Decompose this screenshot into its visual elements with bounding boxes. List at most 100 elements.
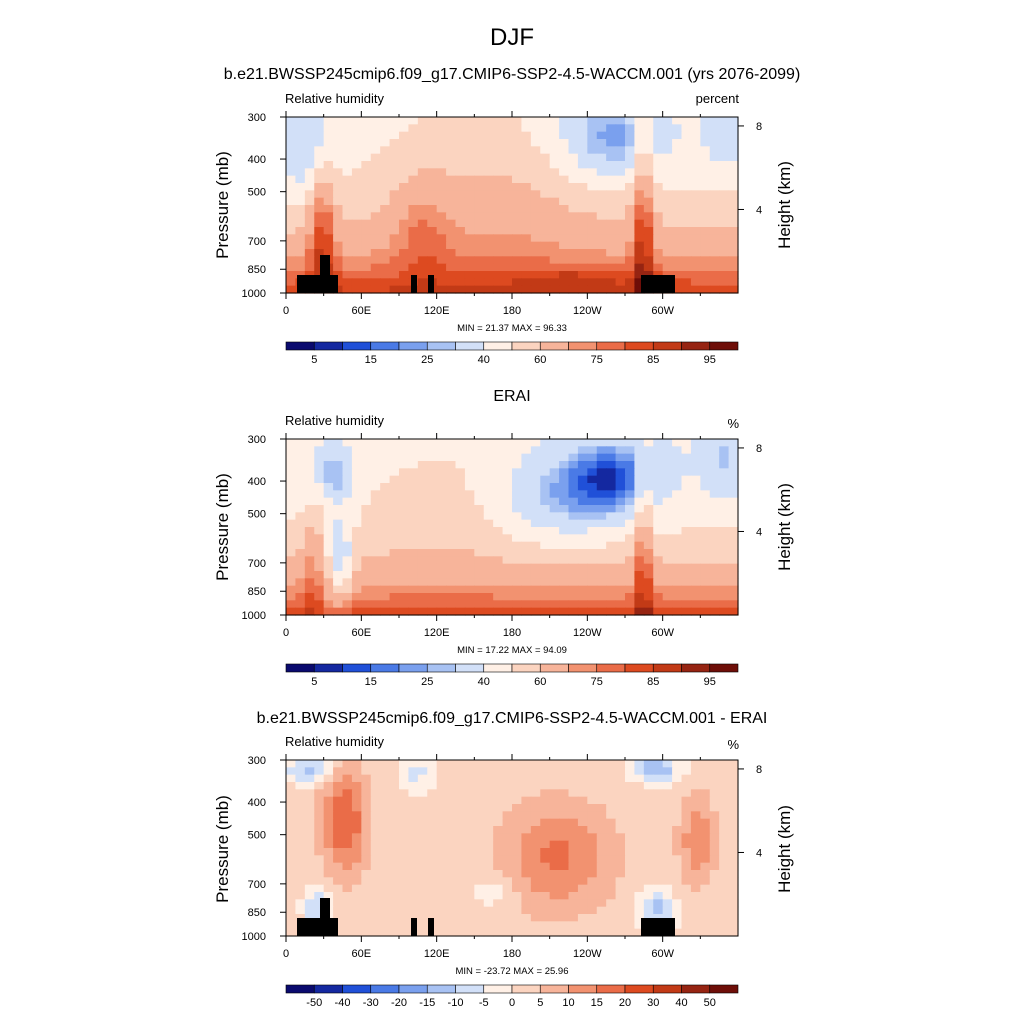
heat-cell [474,505,485,513]
heat-cell [559,600,570,609]
heat-cell [493,600,504,609]
heat-cell [615,183,626,191]
heat-cell [380,183,391,191]
heat-cell [286,914,297,922]
heat-cell [606,811,617,820]
heat-cell [568,271,579,279]
colorbar-swatch [398,341,428,351]
heat-cell [483,175,494,184]
heat-cell [399,161,410,169]
heat-cell [304,197,315,206]
heat-cell [502,884,513,893]
heat-cell [286,760,297,768]
topography-mask [297,918,338,936]
heat-cell [719,205,730,213]
heat-cell [389,541,400,550]
heat-cell [417,446,428,455]
heat-cell [643,892,654,900]
heat-cell [389,161,400,169]
heat-cell [408,870,419,878]
heat-cell [417,117,428,125]
heat-cell [615,914,626,922]
heat-cell [568,892,579,900]
heat-cell [728,774,739,783]
heat-cell [427,892,438,900]
heat-cell [587,811,598,820]
heat-cell [549,862,560,871]
heat-cell [295,840,306,849]
heat-cell [464,811,475,820]
heat-cell [587,767,598,776]
heat-cell [314,563,325,572]
heat-cell [286,782,297,790]
heat-cell [323,241,334,250]
heat-cell [333,263,344,272]
heat-cell [351,760,362,768]
heat-cell [728,767,739,776]
heat-cell [643,541,654,550]
heat-cell [512,263,523,272]
heat-cell [493,534,504,543]
heat-cell [540,534,551,543]
heat-cell [380,249,391,257]
heat-cell [370,826,381,834]
heat-cell [709,439,720,447]
heat-cell [728,789,739,798]
heat-cell [342,563,353,572]
heat-cell [286,219,297,228]
heat-cell [530,146,541,155]
heat-cell [389,899,400,908]
heat-cell [559,205,570,213]
heat-cell [351,928,362,937]
topography-mask [411,918,417,936]
heat-cell [351,234,362,243]
x-tick-label: 0 [283,627,289,639]
heat-cell [493,870,504,878]
colorbar-swatch [313,663,343,673]
heat-cell [333,285,344,294]
heat-cell [399,285,410,294]
colorbar-swatch [398,984,428,994]
heat-cell [681,146,692,155]
heat-cell [690,278,701,287]
heat-cell [634,475,645,484]
heat-cell [559,556,570,565]
heat-cell [474,556,485,565]
heat-cell [474,285,485,294]
heat-cell [502,556,513,565]
heat-cell [417,585,428,594]
heat-cell [304,468,315,477]
heat-cell [286,131,297,140]
heat-cell [389,497,400,506]
heat-cell [700,519,711,528]
heat-cell [333,219,344,228]
heat-cell [380,490,391,499]
heat-cell [351,862,362,871]
heat-cell [577,205,588,213]
heat-cell [333,549,344,557]
heat-cell [521,153,532,162]
heat-cell [625,571,636,579]
heat-cell [464,278,475,287]
heat-cell [568,131,579,140]
heat-cell [568,527,579,535]
heat-cell [370,490,381,499]
heat-cell [634,534,645,543]
heat-cell [342,139,353,147]
heat-cell [436,161,447,169]
heat-cell [530,205,541,213]
heat-cell [333,563,344,572]
heat-cell [700,600,711,609]
heat-cell [427,205,438,213]
heat-cell [370,541,381,550]
heat-cell [295,593,306,601]
heat-cell [427,175,438,184]
heat-cell [361,219,372,228]
heat-cell [483,811,494,820]
colorbar-label: -15 [419,997,435,1009]
heat-cell [681,928,692,937]
y-right-tick-label: 4 [756,526,762,538]
heat-cell [719,534,730,543]
heat-cell [615,446,626,455]
heat-cell [464,205,475,213]
